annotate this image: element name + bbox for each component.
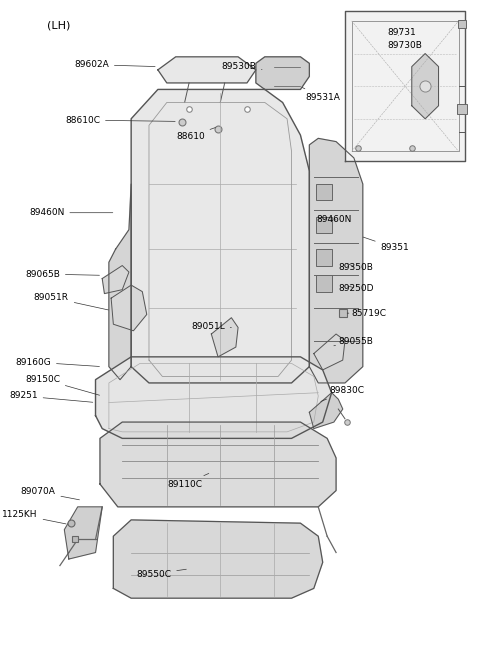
Bar — [316, 217, 332, 233]
Bar — [316, 250, 332, 265]
Text: (LH): (LH) — [47, 21, 70, 31]
Text: 89531A: 89531A — [302, 87, 340, 102]
Text: 89350B: 89350B — [338, 263, 373, 272]
Polygon shape — [309, 393, 343, 428]
Text: 89460N: 89460N — [316, 215, 351, 225]
Polygon shape — [345, 11, 465, 161]
Text: 89150C: 89150C — [25, 375, 99, 395]
Text: 1125KH: 1125KH — [2, 510, 66, 524]
Bar — [316, 275, 332, 291]
Polygon shape — [314, 334, 345, 370]
Text: 89160G: 89160G — [15, 358, 99, 367]
Polygon shape — [256, 57, 309, 90]
Text: 89730B: 89730B — [387, 35, 422, 50]
Polygon shape — [109, 184, 131, 380]
Text: 89351: 89351 — [363, 237, 409, 252]
Text: 88610C: 88610C — [65, 115, 175, 124]
Text: 89460N: 89460N — [29, 208, 113, 217]
Polygon shape — [211, 318, 238, 357]
Polygon shape — [102, 265, 129, 293]
Polygon shape — [158, 57, 256, 83]
Polygon shape — [131, 90, 309, 383]
Text: 89110C: 89110C — [168, 474, 209, 489]
Text: 89550C: 89550C — [136, 569, 186, 578]
Polygon shape — [111, 285, 147, 331]
Polygon shape — [412, 54, 439, 119]
Text: 89065B: 89065B — [25, 269, 99, 278]
Polygon shape — [100, 422, 336, 507]
Bar — [316, 184, 332, 200]
Text: 89051R: 89051R — [34, 293, 108, 310]
Text: 89530B: 89530B — [221, 62, 262, 71]
Text: 89051L: 89051L — [191, 322, 231, 331]
Polygon shape — [113, 520, 323, 598]
Polygon shape — [96, 357, 332, 438]
Text: 89731: 89731 — [387, 28, 416, 37]
Text: 89055B: 89055B — [334, 337, 373, 346]
Text: 89602A: 89602A — [74, 60, 155, 69]
Polygon shape — [64, 507, 102, 559]
Text: 89250D: 89250D — [338, 284, 374, 293]
Text: 89070A: 89070A — [21, 487, 79, 500]
Text: 88610: 88610 — [176, 128, 216, 141]
Text: 85719C: 85719C — [347, 309, 387, 318]
Text: 89251: 89251 — [9, 392, 93, 402]
Polygon shape — [309, 138, 363, 383]
Text: 89830C: 89830C — [321, 386, 364, 402]
